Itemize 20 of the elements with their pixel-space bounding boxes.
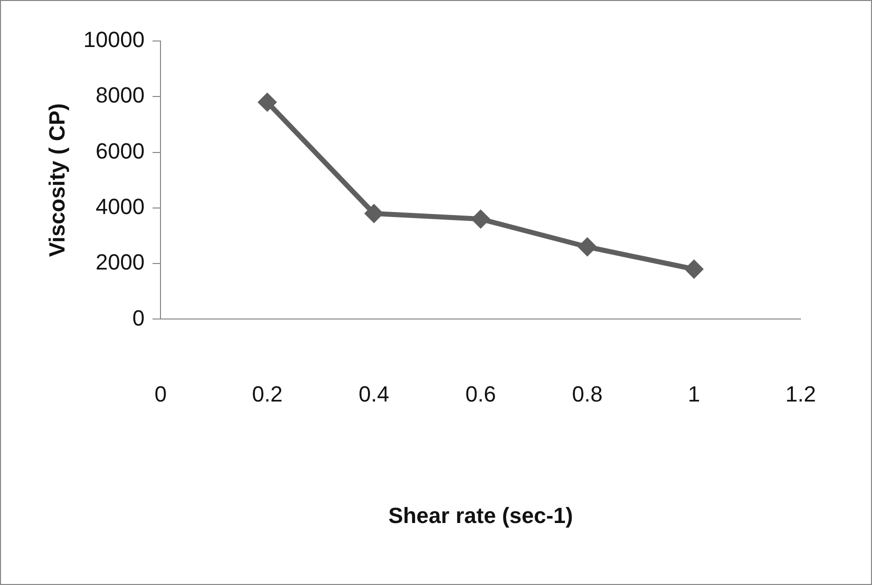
x-tick-label: 0.6 <box>465 381 496 406</box>
x-tick-label: 1 <box>688 381 700 406</box>
point <box>684 260 704 279</box>
point <box>471 210 490 229</box>
y-tick-label: 0 <box>132 305 145 330</box>
x-tick-label: 1.2 <box>785 381 816 406</box>
x-tick-label: 0.2 <box>252 381 283 406</box>
x-tick-label: 0.8 <box>572 381 603 406</box>
y-tick-label: 8000 <box>96 82 145 108</box>
x-axis-title: Shear rate (sec-1) <box>388 502 573 528</box>
y-tick-label: 4000 <box>96 194 145 219</box>
point <box>258 92 277 112</box>
y-axis-title: Viscosity ( CP) <box>44 103 70 257</box>
point <box>364 204 384 223</box>
y-tick-label: 2000 <box>96 250 145 275</box>
y-tick-label: 10000 <box>83 27 145 52</box>
x-tick-label: 0.4 <box>358 381 390 406</box>
point <box>578 237 597 256</box>
x-tick-label: 0 <box>154 381 167 406</box>
y-tick-label: 6000 <box>96 138 145 164</box>
